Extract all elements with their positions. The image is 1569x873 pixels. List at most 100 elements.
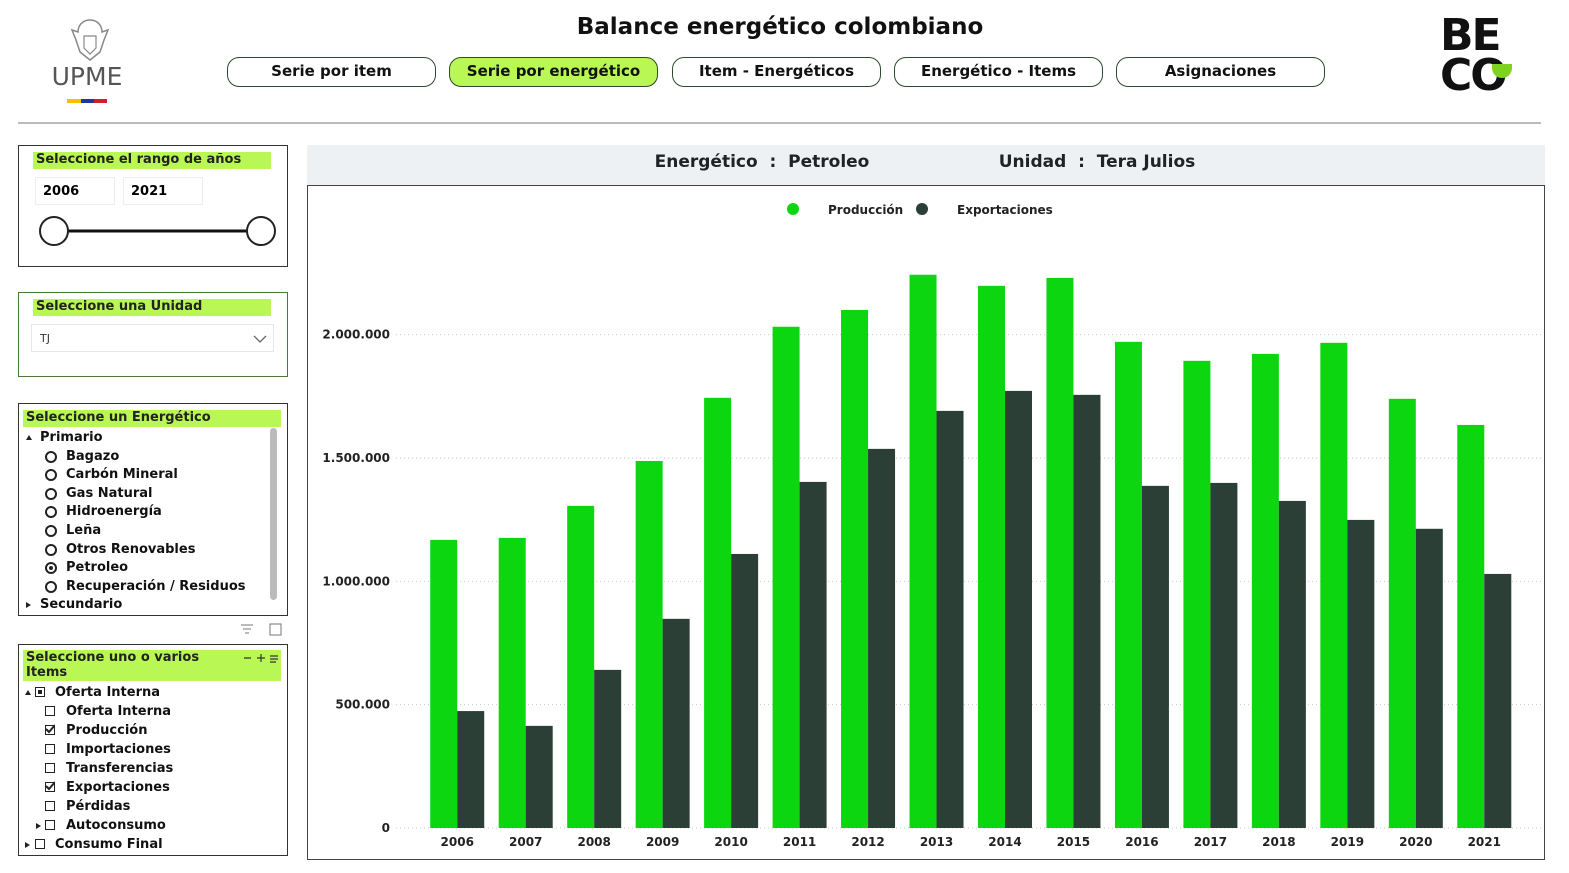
separator <box>18 122 1541 124</box>
logo-upme: UPME <box>51 62 123 91</box>
nav-button[interactable]: Serie por energético <box>449 57 658 87</box>
tree-item[interactable]: Importaciones <box>66 742 171 757</box>
legend-label: Producción <box>828 203 903 217</box>
expand-toggle[interactable] <box>36 823 41 829</box>
x-tick-label: 2007 <box>509 835 542 849</box>
logo-beco: BE CO <box>1440 10 1508 98</box>
legend-marker <box>916 203 928 215</box>
x-tick-label: 2015 <box>1057 835 1090 849</box>
radio[interactable] <box>45 469 57 482</box>
radio[interactable] <box>45 562 57 575</box>
bar <box>594 669 622 828</box>
year-from[interactable]: 2006 <box>35 177 115 205</box>
tree-item[interactable]: Gas Natural <box>66 485 153 501</box>
tree-group[interactable]: Oferta Interna <box>55 685 161 700</box>
logo-line: BE <box>1440 10 1502 61</box>
expand-toggle[interactable] <box>25 690 31 695</box>
tree-item[interactable]: Bagazo <box>66 448 120 464</box>
tree-item[interactable]: Transferencias <box>66 761 174 776</box>
nav-button[interactable]: Energético - Items <box>894 57 1103 87</box>
x-tick-label: 2008 <box>577 835 610 849</box>
expand-toggle[interactable] <box>26 435 32 440</box>
tree-item[interactable]: Petroleo <box>66 560 129 576</box>
tree-item[interactable]: Leña <box>66 523 102 538</box>
tree-item[interactable]: Oferta Interna <box>66 704 172 719</box>
radio[interactable] <box>45 487 57 500</box>
expand-toggle[interactable] <box>25 842 30 848</box>
y-tick-label: 2.000.000 <box>322 328 390 342</box>
bar <box>731 553 759 828</box>
slicer-label: Seleccione un Energético <box>23 410 281 427</box>
checkbox[interactable] <box>45 744 55 754</box>
x-tick-label: 2009 <box>646 835 679 849</box>
tree-item[interactable]: Recuperación / Residuos <box>66 578 246 594</box>
check-partial <box>38 690 42 694</box>
checkbox[interactable] <box>45 801 55 811</box>
legend-label: Exportaciones <box>957 203 1053 217</box>
tree-item[interactable]: Carbón Mineral <box>66 467 178 483</box>
nav-button[interactable]: Item - Energéticos <box>672 57 881 87</box>
bar <box>1210 482 1238 828</box>
bar <box>868 448 896 828</box>
energetic-tree: Primario Bagazo Carbón Mineral Gas Natural H… <box>20 428 270 611</box>
tree-item[interactable]: Autoconsumo <box>66 818 166 833</box>
bar <box>498 537 526 828</box>
bar <box>704 397 732 828</box>
expand-toggle[interactable] <box>26 602 31 609</box>
checkbox[interactable] <box>45 724 55 735</box>
bar <box>1320 342 1348 828</box>
radio[interactable] <box>45 525 57 537</box>
checkbox[interactable] <box>45 763 55 773</box>
radio[interactable] <box>45 506 57 519</box>
scrollbar <box>270 428 277 600</box>
tree-group[interactable]: Secundario <box>40 597 123 611</box>
bar <box>1251 353 1279 828</box>
bar <box>567 505 595 828</box>
bar <box>1046 277 1074 828</box>
x-tick-label: 2020 <box>1399 835 1432 849</box>
unit-dropdown[interactable]: TJ <box>31 324 274 352</box>
bar <box>1073 394 1101 828</box>
bar <box>936 410 964 828</box>
tree-group[interactable]: Consumo Final <box>55 837 163 851</box>
radio[interactable] <box>45 580 57 593</box>
bar <box>909 274 937 828</box>
nav-button[interactable]: Asignaciones <box>1116 57 1325 87</box>
header-energetic: Energético : Petroleo <box>654 152 870 172</box>
radio[interactable] <box>45 543 57 556</box>
slider-handle[interactable] <box>246 216 276 246</box>
slicer-label: Seleccione uno o varios Items <box>23 650 281 681</box>
tree-group[interactable]: Primario <box>40 430 103 445</box>
checkbox[interactable] <box>35 687 45 697</box>
bar <box>1183 360 1211 828</box>
year-to[interactable]: 2021 <box>123 177 203 205</box>
bar <box>635 460 663 828</box>
flag-yellow <box>67 99 81 103</box>
checkbox[interactable] <box>35 839 45 849</box>
x-tick-label: 2019 <box>1331 835 1364 849</box>
slider-handle[interactable] <box>39 216 69 246</box>
slicer-label: Seleccione una Unidad <box>33 299 271 316</box>
bar <box>525 725 553 828</box>
radio[interactable] <box>45 450 57 463</box>
tree-item[interactable]: Exportaciones <box>66 780 170 795</box>
checkbox[interactable] <box>45 781 55 792</box>
x-tick-label: 2006 <box>441 835 474 849</box>
range-slider[interactable] <box>30 213 280 249</box>
tree-item[interactable]: Producción <box>66 723 148 738</box>
header-unit: Unidad : Tera Julios <box>998 152 1196 172</box>
tree-item[interactable]: Otros Renovables <box>66 541 196 557</box>
checkbox[interactable] <box>45 706 55 716</box>
bar <box>1457 424 1485 828</box>
y-tick-label: 1.500.000 <box>322 451 390 465</box>
tree-item[interactable]: Hidroenergía <box>66 504 162 520</box>
check-path <box>45 781 55 791</box>
flag-blue <box>81 99 94 103</box>
nav-button[interactable]: Serie por item <box>227 57 436 87</box>
checkbox[interactable] <box>45 820 55 830</box>
y-tick-label: 500.000 <box>335 698 390 712</box>
tree-item[interactable]: Pérdidas <box>66 799 131 814</box>
bar <box>662 618 690 828</box>
bar <box>430 539 458 828</box>
bar <box>1278 500 1306 828</box>
